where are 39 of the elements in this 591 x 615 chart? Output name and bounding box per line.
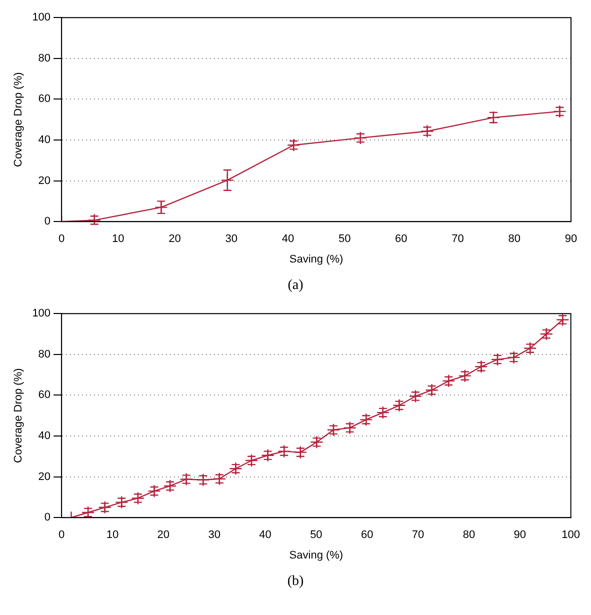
y-tick-label: 80 <box>38 52 51 64</box>
x-tick-label: 90 <box>514 529 526 542</box>
x-tick-label: 40 <box>282 233 294 246</box>
y-tick-label: 40 <box>38 134 51 146</box>
x-tick-label: 100 <box>562 529 580 542</box>
x-tick-label: 70 <box>412 529 424 542</box>
x-tick-label: 50 <box>338 233 351 246</box>
x-tick-label: 10 <box>106 529 119 542</box>
x-tick-label: 0 <box>58 233 65 246</box>
y-tick-label: 0 <box>44 216 51 228</box>
x-tick-label: 80 <box>508 233 521 246</box>
x-tick-label: 60 <box>360 529 374 542</box>
y-tick-label: 80 <box>38 348 51 360</box>
x-tick-label: 80 <box>462 529 476 542</box>
y-tick-label: 100 <box>32 308 51 320</box>
y-tick-label: 0 <box>44 512 51 524</box>
y-axis-title: Coverage Drop (%) <box>12 368 25 463</box>
x-tick-label: 70 <box>452 233 464 246</box>
text: (a) <box>286 278 304 294</box>
x-tick-label: 30 <box>208 529 220 542</box>
y-tick-label: 40 <box>38 430 51 442</box>
y-tick-label: 60 <box>38 93 51 106</box>
x-tick-label: 30 <box>225 233 238 246</box>
y-tick-label: 100 <box>32 12 51 24</box>
y-axis-title: Coverage Drop (%) <box>12 72 25 167</box>
x-tick-label: 60 <box>395 233 408 246</box>
x-tick-label: 90 <box>564 233 578 246</box>
x-tick-label: 40 <box>259 529 272 542</box>
x-tick-label: 10 <box>112 233 124 246</box>
x-axis-title: Saving (%) <box>289 549 344 562</box>
x-axis-title: Saving (%) <box>289 253 344 266</box>
text: (b) <box>286 574 305 590</box>
x-tick-label: 0 <box>58 529 65 542</box>
x-tick-label: 20 <box>157 529 170 542</box>
x-tick-label: 50 <box>310 529 322 542</box>
y-tick-label: 20 <box>38 470 51 483</box>
y-tick-label: 60 <box>38 389 51 402</box>
x-tick-label: 20 <box>168 233 181 246</box>
y-tick-label: 20 <box>38 174 51 187</box>
